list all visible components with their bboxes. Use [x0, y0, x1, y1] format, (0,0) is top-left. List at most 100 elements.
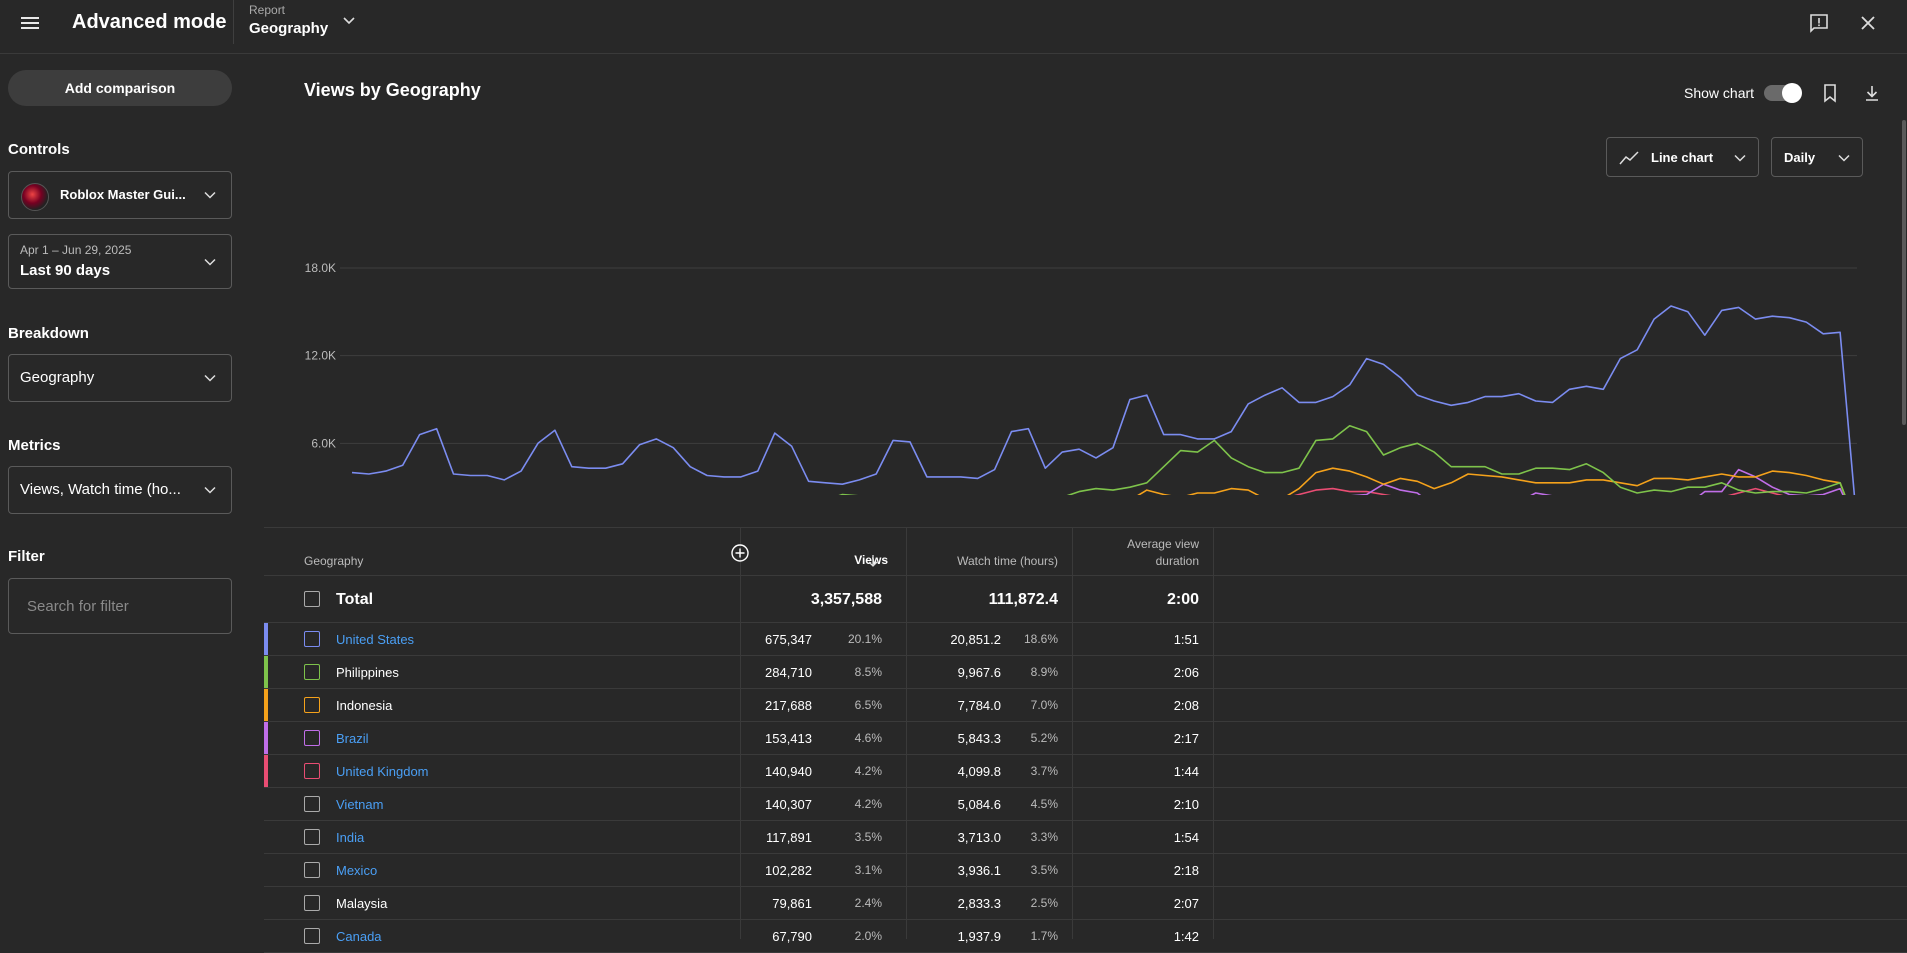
- table-row: Vietnam 140,307 4.2% 5,084.6 4.5% 2:10: [264, 788, 1907, 821]
- add-comparison-button[interactable]: Add comparison: [8, 70, 232, 106]
- avg-view-duration: 2:08: [1173, 698, 1199, 713]
- scrollbar[interactable]: [1902, 120, 1906, 425]
- table-row: Brazil 153,413 4.6% 5,843.3 5.2% 2:17: [264, 722, 1907, 755]
- row-checkbox[interactable]: [304, 697, 320, 713]
- avg-view-duration-header-line1[interactable]: Average view: [1127, 537, 1199, 551]
- avg-view-duration: 1:54: [1173, 830, 1199, 845]
- country-name[interactable]: United States: [336, 632, 415, 647]
- row-checkbox[interactable]: [304, 631, 320, 647]
- row-checkbox[interactable]: [304, 763, 320, 779]
- filter-label: Filter: [8, 548, 45, 565]
- avg-view-duration: 2:17: [1173, 731, 1199, 746]
- watch-time-percent: 3.7%: [1030, 764, 1058, 778]
- granularity-dropdown[interactable]: Daily: [1771, 137, 1863, 177]
- avg-view-duration: 1:51: [1173, 632, 1199, 647]
- views-percent: 3.1%: [854, 863, 882, 877]
- row-checkbox[interactable]: [304, 895, 320, 911]
- show-chart-label: Show chart: [1684, 85, 1755, 101]
- column-divider: [1072, 527, 1073, 939]
- breakdown-value: Geography: [20, 369, 95, 386]
- y-tick-label: 18.0K: [305, 261, 336, 275]
- watch-time-percent: 8.9%: [1030, 665, 1058, 679]
- watch-time-column-header[interactable]: Watch time (hours): [957, 554, 1058, 568]
- sidebar: Add comparison Controls Roblox Master Gu…: [0, 55, 240, 939]
- chevron-down-icon: [204, 374, 216, 382]
- breakdown-selector[interactable]: Geography: [8, 354, 232, 402]
- date-range-selector[interactable]: Apr 1 – Jun 29, 2025 Last 90 days: [8, 234, 232, 289]
- views-percent: 8.5%: [854, 665, 882, 679]
- views-column-header[interactable]: Views: [854, 553, 888, 567]
- close-icon[interactable]: [1857, 12, 1879, 34]
- chevron-down-icon: [204, 258, 216, 266]
- series-color-bar: [264, 887, 268, 919]
- watch-time-percent: 3.3%: [1030, 830, 1058, 844]
- avg-view-duration: 1:42: [1173, 929, 1199, 944]
- line-chart-icon: [1619, 151, 1639, 165]
- country-name[interactable]: Vietnam: [336, 797, 384, 812]
- country-name[interactable]: United Kingdom: [336, 764, 429, 779]
- country-name[interactable]: India: [336, 830, 365, 845]
- table-row: Philippines 284,710 8.5% 9,967.6 8.9% 2:06: [264, 656, 1907, 689]
- avg-view-duration: 2:06: [1173, 665, 1199, 680]
- geography-column-header[interactable]: Geography: [304, 554, 364, 568]
- watch-time-value: 5,084.6: [957, 797, 1001, 812]
- row-checkbox[interactable]: [304, 796, 320, 812]
- series-color-bar: [264, 623, 268, 655]
- watch-time-value: 3,936.1: [957, 863, 1001, 878]
- metrics-label: Metrics: [8, 437, 61, 454]
- table-row: India 117,891 3.5% 3,713.0 3.3% 1:54: [264, 821, 1907, 854]
- views-value: 284,710: [765, 665, 812, 680]
- filter-search-input[interactable]: [8, 578, 232, 634]
- report-selector[interactable]: Geography: [249, 20, 329, 37]
- watch-time-value: 4,099.8: [957, 764, 1001, 779]
- views-value: 675,347: [765, 632, 812, 647]
- chart-type-dropdown[interactable]: Line chart: [1606, 137, 1759, 177]
- row-checkbox[interactable]: [304, 862, 320, 878]
- chevron-down-icon: [1734, 154, 1746, 162]
- show-chart-toggle[interactable]: [1764, 83, 1802, 103]
- views-value: 102,282: [765, 863, 812, 878]
- header-divider: [233, 0, 234, 44]
- chart-title: Views by Geography: [304, 80, 481, 100]
- views-percent: 20.1%: [847, 632, 882, 646]
- date-range-small: Apr 1 – Jun 29, 2025: [20, 243, 132, 257]
- country-name: Malaysia: [336, 896, 388, 911]
- watch-time-value: 9,967.6: [957, 665, 1001, 680]
- views-value: 79,861: [772, 896, 812, 911]
- channel-selector[interactable]: Roblox Master Gui...: [8, 171, 232, 219]
- watch-time-percent: 18.6%: [1023, 632, 1058, 646]
- avg-view-duration: 1:44: [1173, 764, 1199, 779]
- views-percent: 4.6%: [854, 731, 882, 745]
- menu-icon[interactable]: [18, 11, 42, 35]
- watch-time-percent: 2.5%: [1030, 896, 1058, 910]
- controls-label: Controls: [8, 141, 70, 158]
- country-name[interactable]: Brazil: [336, 731, 369, 746]
- chevron-down-icon: [1838, 154, 1850, 162]
- chevron-down-icon[interactable]: [340, 12, 358, 30]
- row-checkbox[interactable]: [304, 928, 320, 944]
- views-percent: 4.2%: [854, 764, 882, 778]
- watch-time-percent: 1.7%: [1030, 929, 1058, 943]
- bookmark-icon[interactable]: [1819, 82, 1841, 104]
- column-divider: [1213, 527, 1214, 939]
- views-value: 67,790: [772, 929, 812, 944]
- avg-view-duration-header-line2[interactable]: duration: [1155, 554, 1199, 568]
- chevron-down-icon: [204, 191, 216, 199]
- row-checkbox[interactable]: [304, 730, 320, 746]
- watch-time-value: 20,851.2: [950, 632, 1001, 647]
- total-checkbox[interactable]: [304, 591, 320, 607]
- download-icon[interactable]: [1861, 82, 1883, 104]
- country-name[interactable]: Mexico: [336, 863, 378, 878]
- add-column-icon[interactable]: [730, 543, 750, 563]
- row-checkbox[interactable]: [304, 664, 320, 680]
- feedback-icon[interactable]: [1808, 12, 1830, 34]
- series-line-1: [838, 425, 1846, 495]
- views-value: 153,413: [765, 731, 812, 746]
- date-range-main: Last 90 days: [20, 262, 111, 279]
- row-checkbox[interactable]: [304, 829, 320, 845]
- metrics-selector[interactable]: Views, Watch time (ho...: [8, 466, 232, 514]
- country-name[interactable]: Canada: [336, 929, 382, 944]
- sort-down-icon[interactable]: [867, 554, 879, 568]
- watch-time-value: 3,713.0: [957, 830, 1001, 845]
